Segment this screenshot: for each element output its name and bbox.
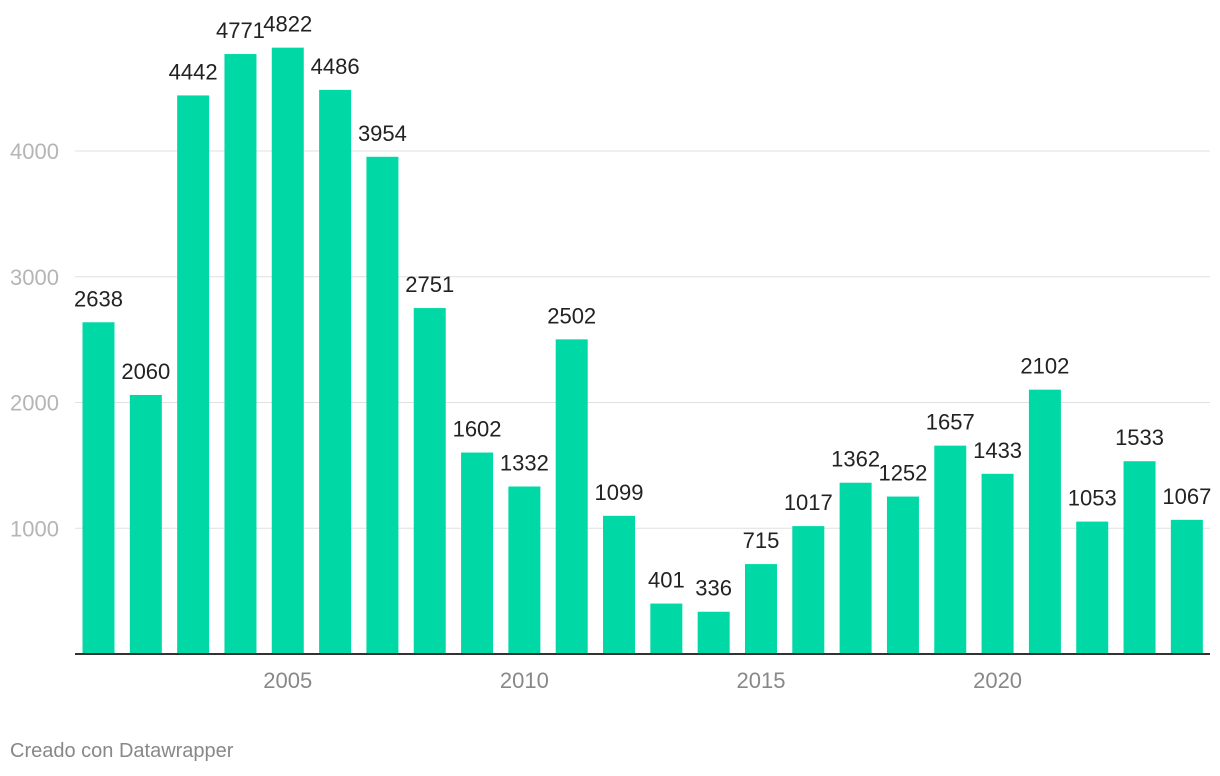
data-label-2002: 2060	[121, 359, 170, 384]
gridlines	[75, 150, 1210, 529]
data-label-2001: 2638	[74, 286, 123, 311]
data-label-2015: 715	[743, 528, 780, 553]
y-tick-label: 2000	[10, 391, 59, 416]
data-label-2011: 2502	[547, 303, 596, 328]
x-tick-label: 2005	[263, 668, 312, 693]
bar-2004	[224, 54, 257, 654]
data-label-2017: 1362	[831, 447, 880, 472]
bar-2006	[319, 89, 352, 654]
data-label-2007: 3954	[358, 121, 407, 146]
y-axis-ticks: 1000 2000 3000 4000	[10, 139, 59, 541]
data-label-2020: 1433	[973, 438, 1022, 463]
bar-2019	[934, 445, 967, 654]
bar-2009	[461, 452, 494, 654]
data-label-2005: 4822	[263, 12, 312, 37]
bar-2013	[650, 603, 683, 654]
bars	[82, 47, 1203, 655]
bar-2012	[603, 515, 636, 654]
bar-2005	[271, 47, 304, 655]
bar-2007	[366, 156, 399, 655]
bar-2020	[981, 473, 1014, 654]
y-tick-label: 1000	[10, 516, 59, 541]
credit-text: Creado con Datawrapper	[10, 740, 234, 762]
data-label-2006: 4486	[311, 54, 360, 79]
data-label-2018: 1252	[878, 461, 927, 486]
data-label-2019: 1657	[926, 410, 975, 435]
bar-2017	[839, 482, 872, 654]
bar-2010	[508, 486, 541, 654]
bar-2014	[697, 611, 730, 654]
data-label-2013: 401	[648, 568, 685, 593]
bar-2003	[177, 95, 210, 654]
x-tick-label: 2010	[500, 668, 549, 693]
x-axis-ticks: 2005 2010 2015 2020	[263, 668, 1022, 693]
y-tick-label: 4000	[10, 139, 59, 164]
x-tick-label: 2020	[973, 668, 1022, 693]
bar-2016	[792, 526, 825, 654]
data-label-2004: 4771	[216, 18, 265, 43]
data-label-2012: 1099	[595, 480, 644, 505]
bar-2002	[129, 394, 162, 654]
data-label-2021: 2102	[1020, 354, 1069, 379]
bar-2021	[1028, 389, 1061, 654]
data-label-2003: 4442	[169, 59, 218, 84]
bar-2008	[413, 308, 446, 654]
data-label-2016: 1017	[784, 490, 833, 515]
data-label-2023: 1533	[1115, 425, 1164, 450]
bar-2018	[886, 496, 919, 654]
data-label-2022: 1053	[1068, 486, 1117, 511]
data-label-2010: 1332	[500, 451, 549, 476]
y-tick-label: 3000	[10, 265, 59, 290]
x-tick-label: 2015	[737, 668, 786, 693]
data-label-2024: 1067	[1162, 484, 1211, 509]
data-label-2009: 1602	[453, 417, 502, 442]
data-label-2008: 2751	[405, 272, 454, 297]
bar-2001	[82, 322, 115, 654]
bar-2022	[1076, 521, 1109, 654]
bar-2011	[555, 339, 588, 654]
bar-2023	[1123, 461, 1156, 654]
bar-2024	[1170, 519, 1203, 654]
data-label-2014: 336	[695, 576, 732, 601]
bar-2015	[744, 564, 777, 654]
